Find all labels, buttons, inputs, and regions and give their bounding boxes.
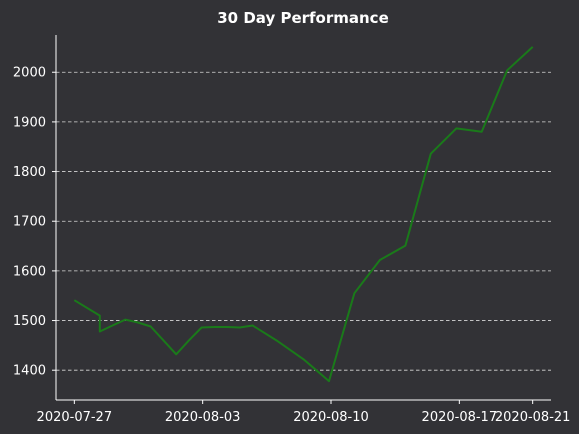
y-axis: 1400 1500 1600 1700 1800 1900 2000 <box>13 35 57 400</box>
x-tick-label-2020-07-27: 2020-07-27 <box>37 410 113 425</box>
y-tick-label-1900: 1900 <box>13 115 46 130</box>
x-axis: 2020-07-27 2020-08-03 2020-08-10 2020-08-17… <box>37 399 571 425</box>
y-tick-label-1700: 1700 <box>13 215 46 230</box>
x-tick-label-2020-08-21: 2020-08-21 <box>495 410 571 425</box>
y-tick-label-1500: 1500 <box>13 314 46 329</box>
x-tick-label-2020-08-10: 2020-08-10 <box>293 410 369 425</box>
y-tick-label-1800: 1800 <box>13 165 46 180</box>
series-line-0 <box>73 46 534 383</box>
grid <box>56 71 551 371</box>
chart-title: 30 Day Performance <box>217 9 389 27</box>
y-tick-label-1400: 1400 <box>13 364 46 379</box>
x-tick-label-2020-08-17: 2020-08-17 <box>422 410 498 425</box>
x-tick-label-2020-08-03: 2020-08-03 <box>165 410 241 425</box>
y-tick-label-1600: 1600 <box>13 264 46 279</box>
series-group <box>73 46 534 383</box>
y-tick-label-2000: 2000 <box>13 66 46 81</box>
